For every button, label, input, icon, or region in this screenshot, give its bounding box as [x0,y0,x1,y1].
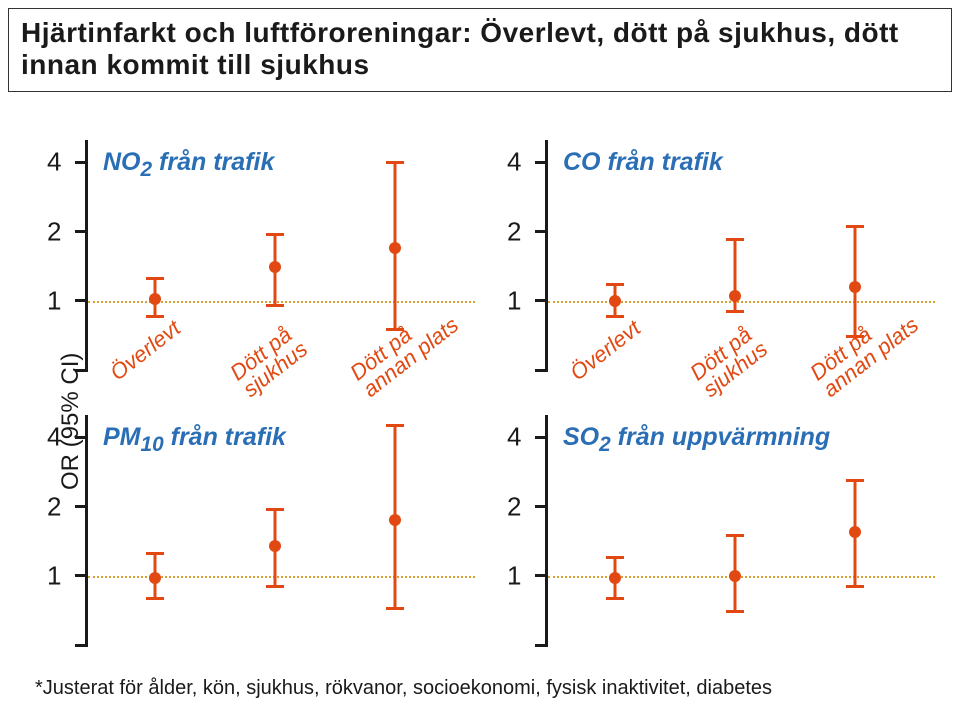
data-marker [389,514,401,526]
data-marker [609,572,621,584]
ci-cap [266,508,284,511]
panel-co: 421CO från trafikÖverlevtDött påsjukhusD… [495,130,945,370]
data-marker [849,281,861,293]
y-tick-label: 2 [507,216,521,247]
y-tick-label: 4 [507,422,521,453]
ci-cap [846,585,864,588]
y-tick-label: 2 [47,216,61,247]
page-title: Hjärtinfarkt och luftföroreningar: Överl… [8,8,952,92]
y-tick-label: 2 [47,491,61,522]
ci-cap [606,283,624,286]
y-tick [75,436,88,439]
ci-cap [726,610,744,613]
data-marker [729,570,741,582]
y-tick-label: 1 [47,285,61,316]
panel-so2: 4 2 1 SO2 från uppvärmning [495,405,945,645]
y-tick-label: 1 [47,560,61,591]
y-tick-label: 2 [507,491,521,522]
y-tick [535,436,548,439]
y-tick [535,574,548,577]
ci-cap [386,161,404,164]
category-label: Dött påsjukhus [687,322,772,401]
ci-cap [146,315,164,318]
data-marker [269,261,281,273]
ci-cap [266,233,284,236]
panel-no2: 421NO2 från trafikÖverlevtDött påsjukhus… [35,130,485,370]
ci-cap [846,225,864,228]
ci-cap [266,585,284,588]
ci-cap [846,479,864,482]
y-tick [75,644,88,647]
ci-cap [266,304,284,307]
reference-line [548,576,935,578]
y-axis [545,415,548,645]
y-axis [545,140,548,370]
y-tick [75,299,88,302]
ci-cap [146,552,164,555]
reference-line [548,301,935,303]
data-marker [269,540,281,552]
panel-title-no2: NO2 från trafik [103,148,274,182]
panel-title-so2: SO2 från uppvärmning [563,423,830,457]
ci-cap [606,315,624,318]
y-axis [85,415,88,645]
data-marker [609,295,621,307]
category-label: Dött påannan plats [347,298,462,401]
ci-cap [146,277,164,280]
data-marker [389,242,401,254]
ci-cap [386,607,404,610]
y-tick [535,369,548,372]
data-marker [729,290,741,302]
y-tick-label: 4 [47,422,61,453]
y-axis [85,140,88,370]
ci-cap [146,597,164,600]
y-tick [535,505,548,508]
y-tick [535,299,548,302]
y-tick-label: 4 [507,147,521,178]
y-tick [75,161,88,164]
y-tick [75,230,88,233]
y-tick-label: 1 [507,560,521,591]
data-marker [149,572,161,584]
y-tick [75,574,88,577]
ci-cap [606,556,624,559]
y-tick [535,644,548,647]
reference-line [88,301,475,303]
ci-cap [726,310,744,313]
panel-title-pm10: PM10 från trafik [103,423,286,457]
y-tick [535,161,548,164]
footnote-text: *Justerat för ålder, kön, sjukhus, rökva… [35,677,772,700]
category-label: Dött påsjukhus [227,322,312,401]
category-label: Överlevt [107,318,184,385]
category-label: Överlevt [567,318,644,385]
ci-cap [386,424,404,427]
data-marker [149,293,161,305]
y-tick [75,369,88,372]
y-tick [535,230,548,233]
y-tick [75,505,88,508]
y-tick-label: 1 [507,285,521,316]
panel-pm10: 4 2 1 PM10 från trafik [35,405,485,645]
ci-cap [726,238,744,241]
y-tick-label: 4 [47,147,61,178]
chart-grid: OR (95% CI) 421NO2 från trafikÖverlevtDö… [35,130,955,660]
reference-line [88,576,475,578]
panel-title-co: CO från trafik [563,148,723,177]
ci-cap [726,534,744,537]
data-marker [849,526,861,538]
category-label: Dött påannan plats [807,298,922,401]
ci-cap [606,597,624,600]
